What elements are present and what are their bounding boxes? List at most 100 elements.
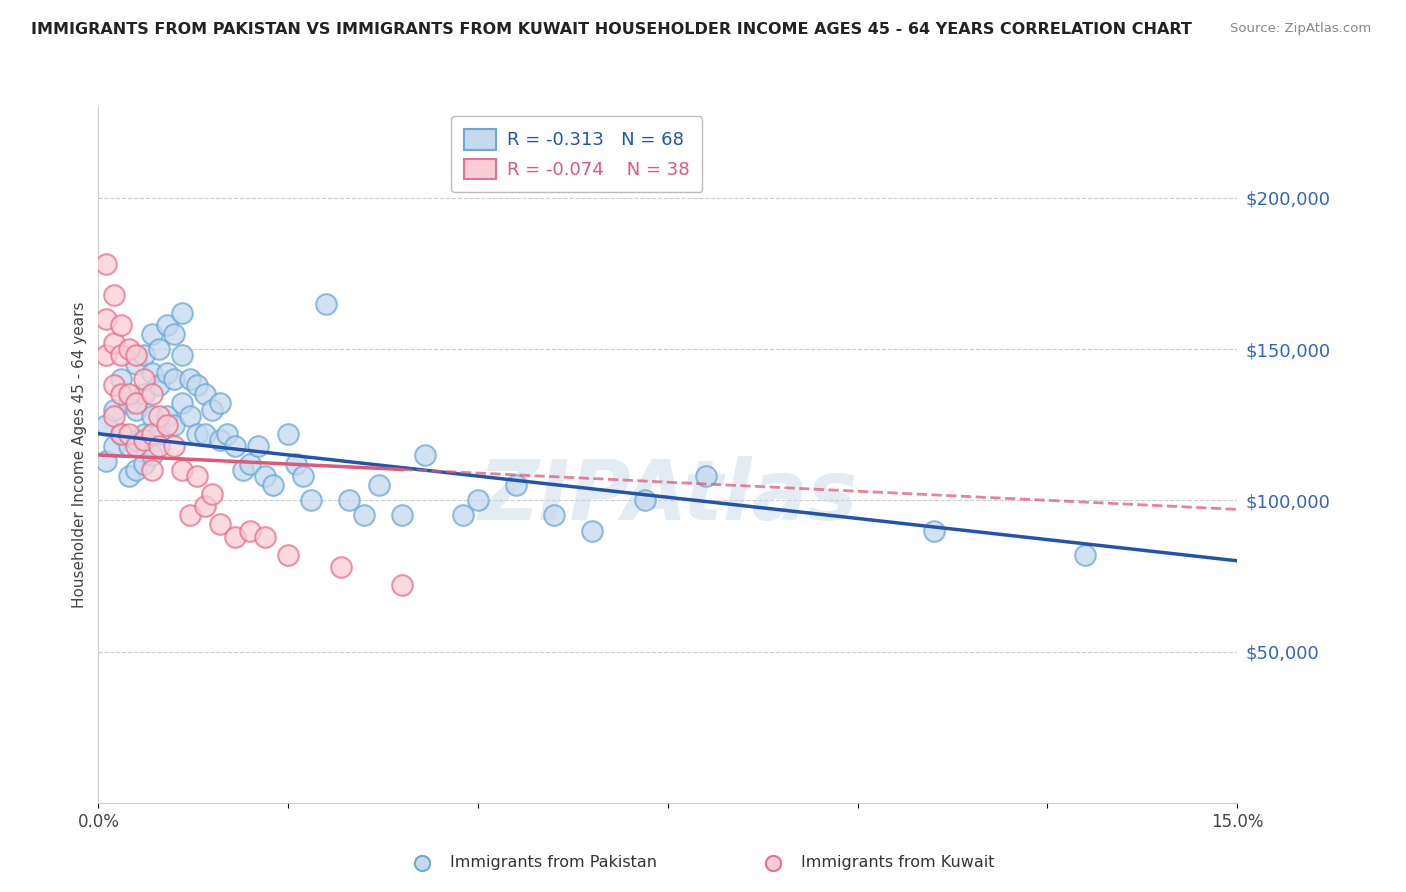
Point [277, 548, 299, 562]
Point [125, 348, 148, 362]
Point [148, 342, 170, 356]
Point [194, 426, 217, 441]
Point [118, 426, 141, 441]
Point [634, 493, 657, 508]
Point [103, 402, 125, 417]
Point [125, 396, 148, 410]
Point [125, 357, 148, 371]
Text: IMMIGRANTS FROM PAKISTAN VS IMMIGRANTS FROM KUWAIT HOUSEHOLDER INCOME AGES 45 - : IMMIGRANTS FROM PAKISTAN VS IMMIGRANTS F… [31, 22, 1192, 37]
Text: Immigrants from Kuwait: Immigrants from Kuwait [801, 855, 995, 870]
Point [141, 426, 163, 441]
Point [179, 372, 201, 386]
Point [94, 311, 117, 326]
Point [194, 387, 217, 401]
Point [118, 387, 141, 401]
Point [110, 426, 132, 441]
Point [132, 372, 155, 386]
Point [110, 318, 132, 332]
Text: Source: ZipAtlas.com: Source: ZipAtlas.com [1230, 22, 1371, 36]
Point [103, 439, 125, 453]
Point [141, 387, 163, 401]
Point [762, 856, 785, 871]
Point [391, 508, 413, 523]
Point [922, 524, 945, 538]
Point [353, 508, 375, 523]
Point [246, 439, 269, 453]
Point [132, 348, 155, 362]
Point [103, 378, 125, 392]
Point [391, 578, 413, 592]
Point [125, 439, 148, 453]
Point [337, 493, 360, 508]
Point [132, 387, 155, 401]
Point [368, 478, 391, 492]
Point [505, 478, 527, 492]
Legend: R = -0.313   N = 68, R = -0.074    N = 38: R = -0.313 N = 68, R = -0.074 N = 38 [451, 116, 703, 192]
Point [186, 426, 208, 441]
Point [94, 417, 117, 432]
Point [163, 439, 186, 453]
Point [170, 306, 193, 320]
Point [413, 448, 436, 462]
Point [186, 378, 208, 392]
Text: Immigrants from Pakistan: Immigrants from Pakistan [450, 855, 657, 870]
Point [330, 559, 353, 574]
Point [156, 366, 179, 380]
Point [148, 378, 170, 392]
Point [194, 500, 217, 514]
Point [118, 439, 141, 453]
Point [170, 463, 193, 477]
Point [224, 530, 246, 544]
Point [94, 454, 117, 468]
Point [94, 348, 117, 362]
Point [179, 508, 201, 523]
Point [315, 296, 337, 310]
Point [156, 318, 179, 332]
Point [239, 524, 262, 538]
Point [284, 457, 307, 471]
Point [451, 508, 474, 523]
Point [125, 433, 148, 447]
Point [277, 426, 299, 441]
Point [125, 463, 148, 477]
Point [141, 366, 163, 380]
Point [208, 433, 231, 447]
Point [110, 348, 132, 362]
Point [103, 336, 125, 351]
Point [581, 524, 603, 538]
Point [110, 387, 132, 401]
Point [208, 396, 231, 410]
Point [110, 426, 132, 441]
Point [103, 287, 125, 301]
Y-axis label: Householder Income Ages 45 - 64 years: Householder Income Ages 45 - 64 years [72, 301, 87, 608]
Point [132, 457, 155, 471]
Point [232, 463, 254, 477]
Point [208, 517, 231, 532]
Point [467, 493, 489, 508]
Point [299, 493, 322, 508]
Point [141, 409, 163, 423]
Point [94, 257, 117, 271]
Point [148, 439, 170, 453]
Point [163, 372, 186, 386]
Point [103, 409, 125, 423]
Point [1074, 548, 1097, 562]
Text: ZIPAtlas: ZIPAtlas [478, 456, 858, 537]
Point [132, 433, 155, 447]
Point [224, 439, 246, 453]
Point [179, 409, 201, 423]
Point [110, 372, 132, 386]
Point [411, 856, 433, 871]
Point [148, 409, 170, 423]
Point [254, 530, 277, 544]
Point [118, 342, 141, 356]
Point [695, 469, 717, 483]
Point [239, 457, 262, 471]
Point [125, 402, 148, 417]
Point [163, 417, 186, 432]
Point [118, 396, 141, 410]
Point [201, 487, 224, 501]
Point [254, 469, 277, 483]
Point [141, 463, 163, 477]
Point [262, 478, 284, 492]
